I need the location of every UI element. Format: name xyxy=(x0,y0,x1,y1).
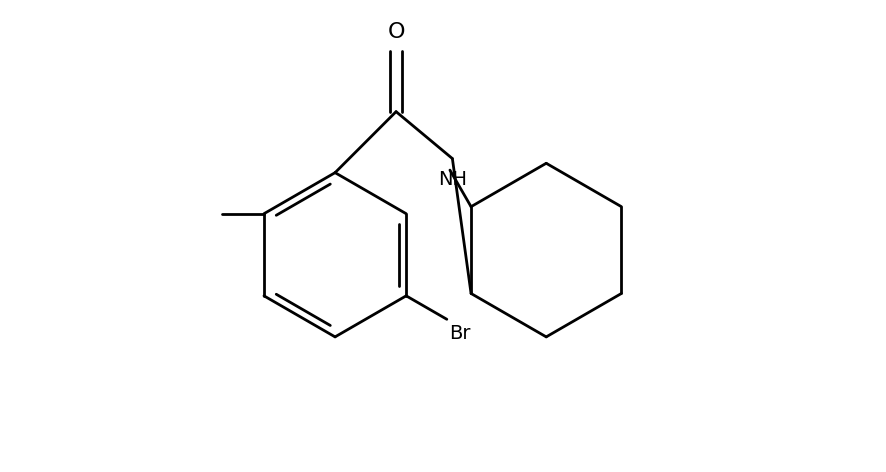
Text: O: O xyxy=(387,22,405,42)
Text: Br: Br xyxy=(449,324,470,343)
Text: NH: NH xyxy=(438,170,467,189)
